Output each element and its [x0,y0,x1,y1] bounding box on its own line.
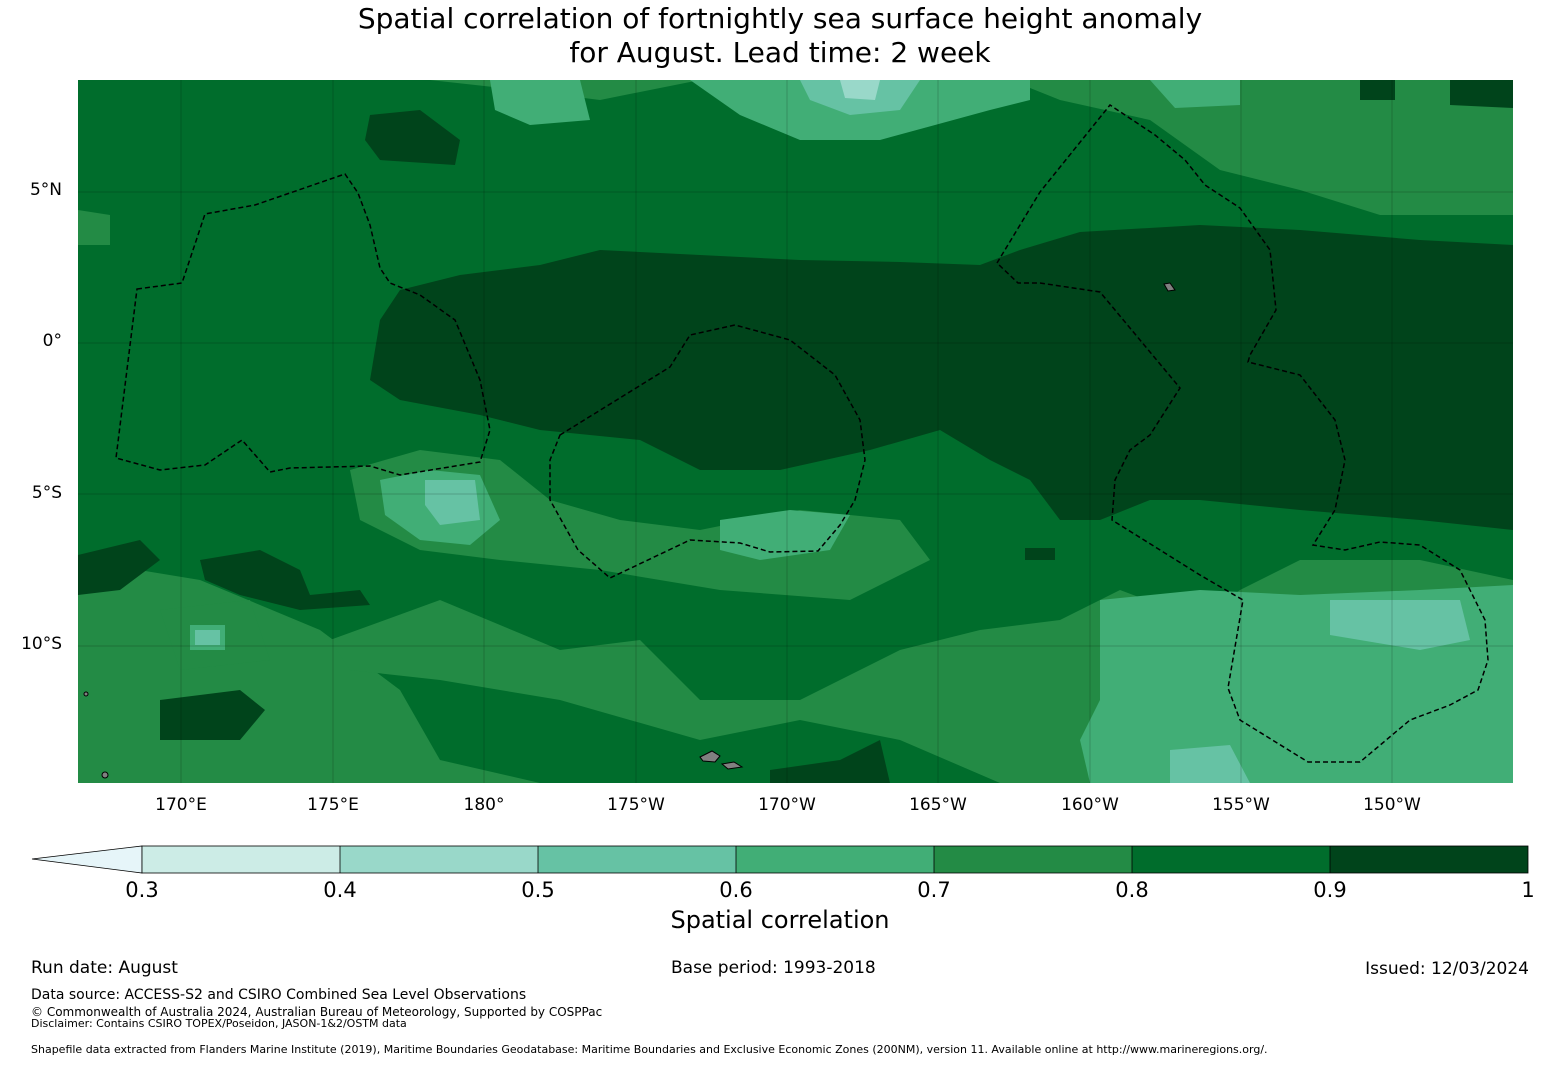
lon-label-175e: 175°E [307,795,359,815]
field-region-05-se-a [1330,600,1470,650]
field-region-09-nw [365,110,460,165]
colorbar-bin-7 [1330,846,1528,873]
base-period: Base period: 1993-2018 [671,958,876,978]
colorbar-tick-0.8: 0.8 [1115,878,1149,902]
title-line-2: for August. Lead time: 2 week [569,36,991,69]
colorbar-bin-5 [934,846,1132,873]
island-dot-2 [83,691,89,697]
field-region-09-west [78,540,160,595]
eez-kiribati-gilbert [115,173,491,476]
colorbar [31,845,1529,874]
colorbar-bin-6 [1132,846,1330,873]
island-samoa-a [699,750,721,763]
field-region-09-ne2 [1450,80,1513,108]
field-region-06-center [720,510,850,560]
colorbar-bin-2 [340,846,538,873]
field-region-07-mid [350,450,930,600]
colorbar-bin-4 [736,846,934,873]
colorbar-tick-0.7: 0.7 [917,878,951,902]
colorbar-frame [141,845,1529,874]
field-region-06-north-a [490,80,590,125]
copyright: © Commonwealth of Australia 2024, Austra… [31,1005,603,1019]
eez-phoenix [549,324,866,579]
field-region-04-north [840,80,880,100]
lat-label-5n: 5°N [29,180,62,200]
disclaimer: Disclaimer: Contains CSIRO TOPEX/Poseido… [31,1017,407,1030]
colorbar-extend-arrow [31,845,143,874]
field-region-05-se-b [1170,745,1250,783]
field-region-09-band [370,225,1513,530]
lat-label-5s: 5°S [31,483,62,503]
field-region-09-sw [160,690,265,740]
colorbar-bin-1 [142,846,340,873]
data-source: Data source: ACCESS-S2 and CSIRO Combine… [31,987,527,1003]
colorbar-tick-0.4: 0.4 [323,878,357,902]
field-region-07-west [78,210,110,245]
field-region-09-ne [1360,80,1395,100]
lon-label-180: 180° [463,795,505,815]
colorbar-label: Spatial correlation [670,906,890,934]
island-dot-1 [101,771,109,779]
field-region-09-mid-west [200,550,370,610]
colorbar-tick-1: 1 [1521,878,1535,902]
eez-line-islands [996,103,1489,763]
field-region-05-mid [425,480,480,525]
lon-label-170e: 170°E [155,795,207,815]
colorbar-tick-0.3: 0.3 [125,878,159,902]
colorbar-tick-0.9: 0.9 [1313,878,1347,902]
field-region-06-north-c [1150,80,1240,108]
shapefile-credit: Shapefile data extracted from Flanders M… [31,1043,1268,1056]
colorbar-dividers [339,846,1331,873]
map-title: Spatial correlation of fortnightly sea s… [0,2,1560,70]
colorbar-bin-3 [538,846,736,873]
island-samoa-b [720,761,744,770]
eez-boundaries [115,103,1489,763]
title-line-1: Spatial correlation of fortnightly sea s… [357,2,1203,35]
land-islands [83,282,1176,779]
lon-label-155w: 155°W [1212,795,1270,815]
lon-label-170w: 170°W [758,795,816,815]
field-region-05-sw [195,630,220,645]
colorbar-tick-0.5: 0.5 [521,878,555,902]
field-region-09-south [770,740,890,783]
colorbar-tick-0.6: 0.6 [719,878,753,902]
lon-label-165w: 165°W [909,795,967,815]
field-region-09-small [1025,548,1055,560]
field-region-07-north [78,80,1513,215]
lon-label-175w: 175°W [607,795,665,815]
correlation-field [78,80,1513,783]
issued-date: Issued: 12/03/2024 [1365,959,1529,979]
lon-label-150w: 150°W [1363,795,1421,815]
island-christmas [1163,282,1176,292]
lon-label-160w: 160°W [1061,795,1119,815]
lat-label-10s: 10°S [21,634,62,654]
lat-label-0: 0° [42,331,62,351]
gridlines [78,80,1513,783]
run-date: Run date: August [31,958,178,978]
